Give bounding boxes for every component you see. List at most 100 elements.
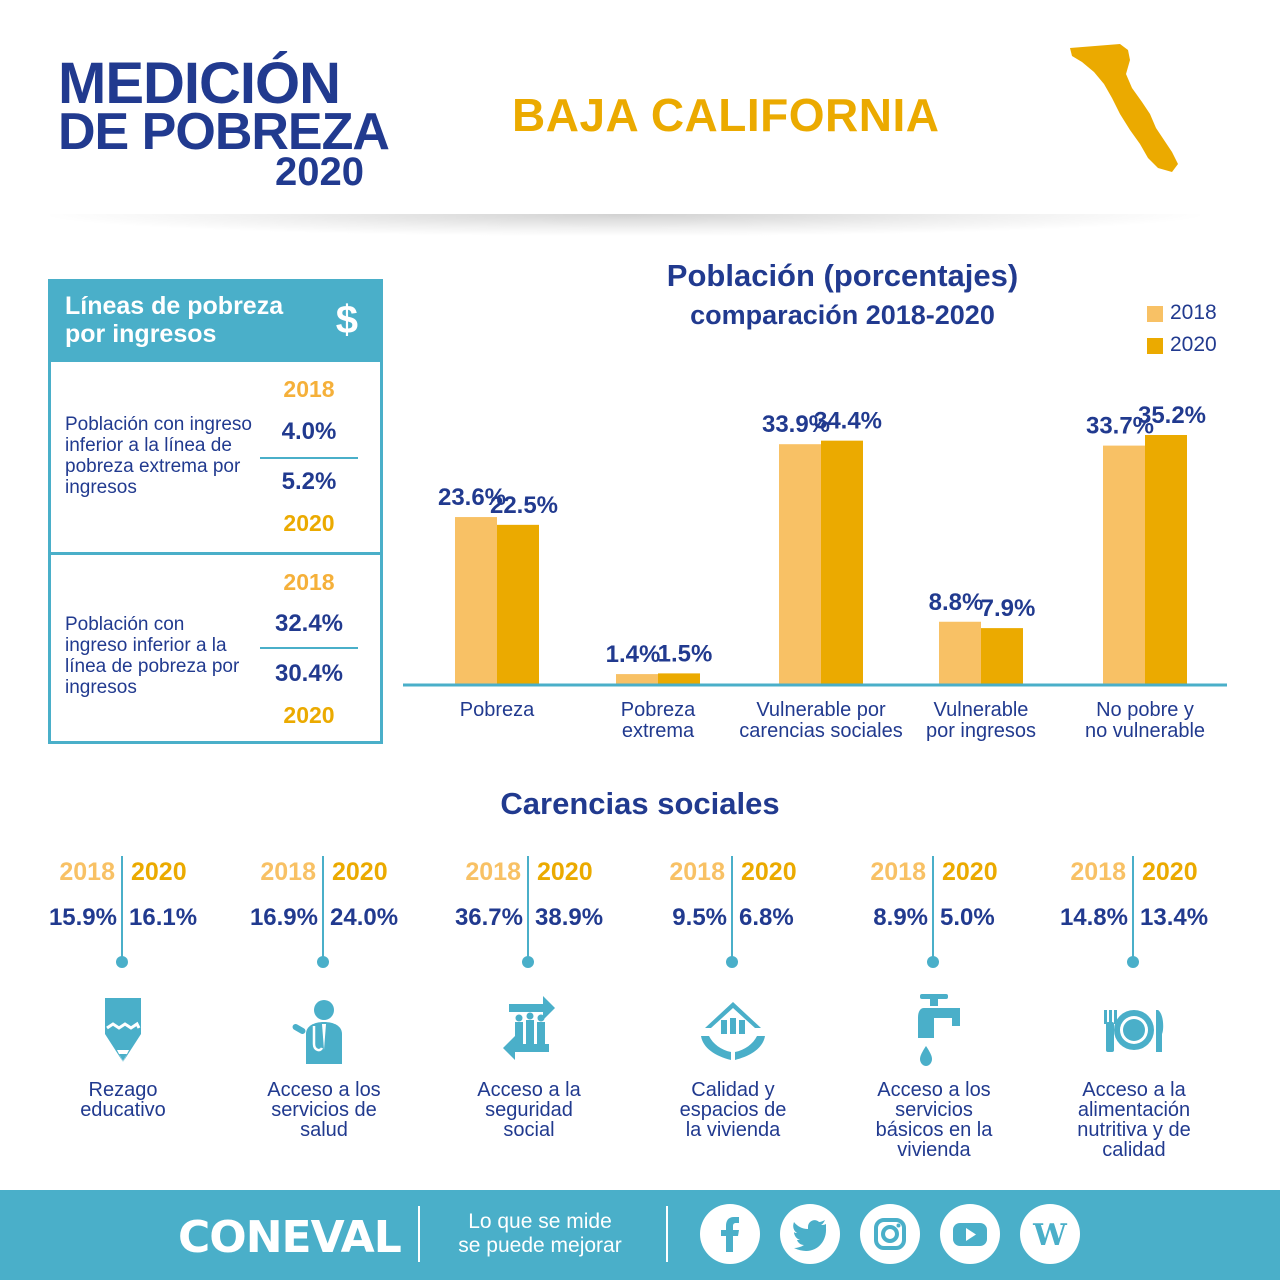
carencia-value-2020: 6.8% [739,904,794,931]
twitter-icon[interactable] [780,1204,840,1264]
carencia-year-2018: 2018 [465,858,521,886]
logo-year: 2020 [275,150,364,194]
carencia-year-2018: 2018 [870,858,926,886]
legend-swatch-2018 [1147,306,1163,322]
pencil-icon [83,990,163,1070]
data-label-2020-1: 22.5% [490,492,558,519]
carencia-label-line: Acceso a los [877,1079,991,1101]
carencia-label-line: Acceso a la [477,1079,581,1101]
carencia-item-3: 2018 2020 36.7% 38.9% Acceso a la seguridad so… [429,850,629,1180]
category-label-line: por ingresos [925,720,1037,742]
carencia-value-2020: 16.1% [129,904,198,931]
carencia-label-line: social [503,1119,555,1141]
carencia-item-4: 2018 2020 9.5% 6.8% Calidad y espacios de la v… [633,850,833,1180]
legend-swatch-2020 [1147,338,1163,354]
state-title: BAJA CALIFORNIA [512,89,940,141]
lineas-row1-year-top: 2018 [283,376,335,402]
chart-subtitle: comparación 2018-2020 [690,300,995,330]
carencia-label: Calidad y espacios de la vivienda [633,1080,833,1140]
carencia-label-line: educativo [80,1099,166,1121]
lineas-row2-value-2020: 30.4% [274,660,344,687]
chart-title: Población (porcentajes) [666,258,1019,293]
carencia-label: Acceso a la alimentación nutritiva y de cal… [1034,1080,1234,1160]
lineas-row2-year-bottom: 2020 [283,702,335,728]
category-label-4: Vulnerable por ingresos [881,700,1081,742]
carencia-divider [731,856,733,961]
footer-slogan: Lo que se mide se puede mejorar [430,1210,650,1258]
lineas-row2-year-top: 2018 [283,569,335,595]
carencia-year-2018: 2018 [260,858,316,886]
bar-2018-5 [1103,445,1145,684]
bar-chart: 23.6%22.5% 1.4%1.5% 33.9%34.4% 8.8%7.9% 33.7… [403,402,1227,687]
carencia-year-2020: 2020 [537,858,593,886]
instagram-icon[interactable] [860,1204,920,1264]
facebook-icon[interactable] [700,1204,760,1264]
bar-2018-1 [455,517,497,684]
carencia-label-line: nutritiva y de [1077,1119,1191,1141]
carencia-label-line: la vivienda [685,1119,781,1141]
carencia-value-2018: 36.7% [454,904,523,931]
slogan-line1: Lo que se mide [468,1210,612,1233]
category-label-line: extrema [621,720,695,742]
lineas-pobreza-title: Líneas de pobreza por ingresos [65,292,284,348]
carencia-year-2018: 2018 [669,858,725,886]
lineas-row1-year-bottom: 2020 [283,510,335,536]
carencia-label: Rezago educativo [23,1080,223,1120]
footer-divider [666,1206,668,1262]
carencia-divider [322,856,324,961]
lineas-pobreza-panel: Líneas de pobreza por ingresos $ Poblaci… [48,279,383,744]
youtube-icon[interactable] [940,1204,1000,1264]
lineas-row2-value-2018: 32.4% [274,610,344,637]
bar-2020-4 [981,628,1023,684]
bar-2018-3 [779,444,821,684]
carencia-label-line: servicios de [271,1099,377,1121]
category-label-line: Vulnerable por [756,699,886,721]
lineas-row2-desc: Población con ingreso inferior a la líne… [65,614,240,698]
legend-label-2020: 2020 [1170,333,1217,356]
carencia-divider [932,856,934,961]
data-label-2020-5: 35.2% [1138,402,1206,429]
carencia-year-2020: 2020 [741,858,797,886]
social-security-icon [489,990,569,1070]
carencia-year-2018: 2018 [59,858,115,886]
carencia-dot [927,956,939,968]
carencia-value-2018: 16.9% [249,904,318,931]
category-label-1: Pobreza [397,700,597,721]
category-label-line: carencias sociales [739,720,903,742]
category-label-line: no vulnerable [1084,720,1206,742]
category-label-line: No pobre y [1096,699,1194,721]
carencia-label-line: vivienda [897,1139,971,1161]
data-label-2018-1: 23.6% [438,484,506,511]
bar-2018-2 [616,674,658,684]
carencia-item-1: 2018 2020 15.9% 16.1% Rezago educativo [23,850,223,1180]
bar-2018-4 [939,621,981,684]
house-hands-icon [693,990,773,1070]
category-label-5: No pobre y no vulnerable [1045,700,1245,742]
carencia-item-5: 2018 2020 8.9% 5.0% Acceso a los servicios bás… [834,850,1034,1180]
wordpress-icon[interactable]: W [1020,1204,1080,1264]
data-label-2018-4: 8.8% [929,589,984,616]
carencia-dot [116,956,128,968]
carencia-value-2020: 24.0% [330,904,399,931]
bar-2020-5 [1145,435,1187,684]
lineas-pobreza-header: Líneas de pobreza por ingresos $ [51,282,380,362]
dollar-icon: $ [335,298,358,342]
carencia-value-2018: 9.5% [672,904,727,931]
carencia-label-line: calidad [1102,1139,1166,1161]
category-label-line: Pobreza [459,699,535,721]
carencia-label-line: Rezago [88,1079,158,1101]
bar-2020-3 [821,440,863,684]
footer: CONEVAL Lo que se mide se puede mejorar … [0,1190,1280,1280]
carencia-value-2020: 38.9% [535,904,604,931]
carencia-label-line: Acceso a la [1082,1079,1186,1101]
lineas-row2-divider [260,647,358,649]
data-label-2018-3: 33.9% [762,411,830,438]
category-label-line: Pobreza [620,699,696,721]
coneval-logo[interactable]: CONEVAL [178,1212,402,1263]
carencia-label: Acceso a los servicios de salud [224,1080,424,1140]
carencia-label-line: espacios de [679,1099,787,1121]
slogan-line2: se puede mejorar [458,1234,622,1257]
category-label-2: Pobreza extrema [558,700,758,742]
data-label-2020-4: 7.9% [981,595,1036,622]
carencia-year-2020: 2020 [942,858,998,886]
